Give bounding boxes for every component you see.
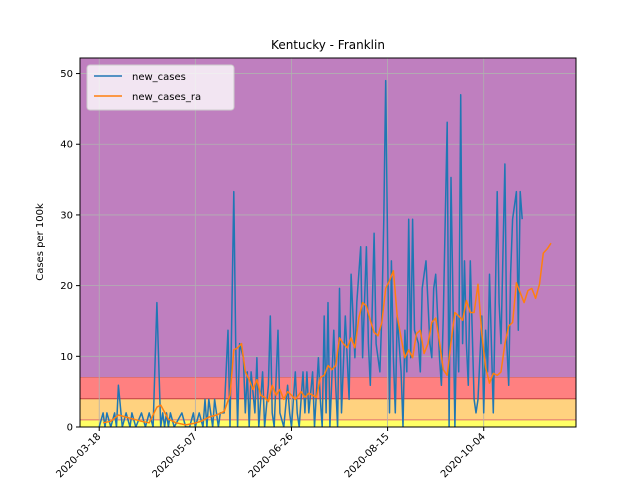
x-tick-label: 2020-10-04 [439,431,488,480]
x-tick-label: 2020-08-15 [343,431,392,480]
x-tick-label: 2020-03-18 [54,431,103,480]
legend-box [86,64,235,111]
plot-frame [79,57,577,428]
y-tick-label: 30 [60,210,73,221]
y-axis: 0 10 20 30 40 50 [60,69,80,434]
y-tick-label: 20 [60,281,73,292]
y-tick-label: 50 [60,69,73,80]
background-band-2 [80,377,576,399]
x-axis: 2020-03-18 2020-05-07 2020-06-26 2020-08-15… [54,427,488,480]
y-tick-label: 40 [60,140,73,151]
series-line-new_cases_ra [102,242,552,426]
x-tick-label: 2020-05-07 [151,431,200,480]
y-tick-label: 0 [67,423,73,434]
x-tick-label: 2020-06-26 [247,431,296,480]
series-lines [98,79,552,427]
y-tick-label: 10 [60,352,73,363]
background-band-0 [80,419,576,427]
legend-label-new_cases: new_cases [132,72,186,83]
legend: new_cases new_cases_ra [86,64,235,111]
chart-title: Kentucky - Franklin [271,38,385,52]
y-axis-label: Cases per 100k [35,203,46,281]
legend-label-new_cases_ra: new_cases_ra [132,92,201,103]
background-bands [80,58,576,427]
